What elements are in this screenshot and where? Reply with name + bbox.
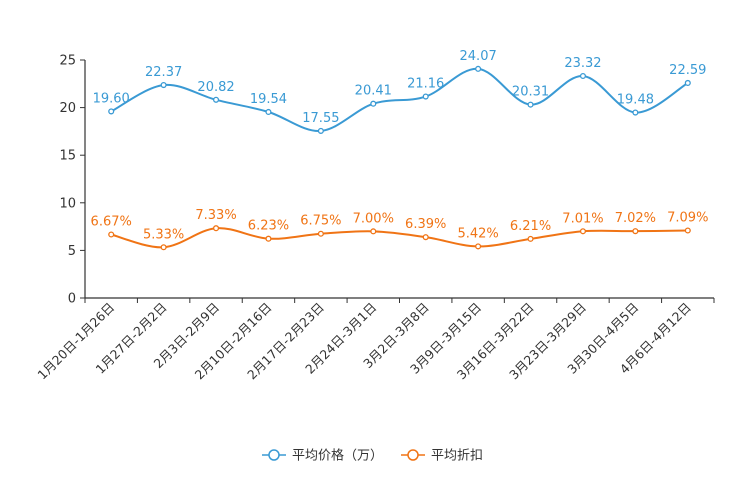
data-point	[160, 81, 167, 89]
data-label: 22.59	[669, 63, 706, 78]
data-label: 19.60	[93, 91, 130, 106]
legend-item-1: 平均折扣	[401, 449, 483, 464]
y-tick-label: 10	[59, 196, 76, 211]
data-point	[527, 101, 534, 108]
series-line	[110, 67, 689, 132]
data-label: 6.21%	[510, 219, 551, 234]
data-label: 23.32	[564, 56, 601, 71]
legend: 平均价格（万） 平均折扣	[262, 448, 483, 464]
data-point	[684, 79, 691, 86]
data-label: 7.02%	[615, 211, 656, 226]
data-point	[370, 228, 377, 235]
data-label: 7.09%	[667, 211, 708, 226]
data-label: 20.82	[197, 80, 234, 95]
data-label: 21.16	[407, 77, 444, 92]
data-label: 24.07	[460, 49, 497, 64]
legend-label: 平均价格（万）	[292, 448, 383, 464]
data-point	[527, 235, 534, 242]
data-point	[422, 93, 429, 100]
data-label: 5.42%	[457, 226, 498, 241]
data-point	[108, 231, 115, 238]
data-point	[475, 65, 482, 72]
data-point	[370, 100, 377, 107]
data-label: 17.55	[302, 111, 339, 126]
data-point	[579, 228, 587, 235]
y-tick-label: 5	[68, 244, 76, 259]
data-label: 19.48	[617, 93, 654, 108]
data-point	[212, 225, 220, 232]
data-point	[317, 127, 324, 134]
data-label: 6.67%	[91, 215, 132, 230]
data-label: 7.00%	[353, 211, 394, 226]
data-label: 6.39%	[405, 217, 446, 232]
series-0: 19.60 22.37 20.82 19.54 17.55 20.41 21.16 24.07…	[93, 49, 706, 134]
legend-marker	[268, 449, 280, 461]
data-label: 7.33%	[195, 208, 236, 223]
y-tick-label: 0	[68, 292, 76, 307]
data-point	[212, 96, 220, 103]
data-point	[108, 108, 115, 115]
data-label: 5.33%	[143, 227, 184, 242]
data-point	[265, 108, 272, 116]
series-layer: 19.60 22.37 20.82 19.54 17.55 20.41 21.16 24.07…	[91, 49, 708, 251]
data-point	[632, 109, 639, 116]
data-label: 20.31	[512, 85, 549, 100]
data-point	[579, 72, 587, 80]
data-label: 6.75%	[300, 214, 341, 229]
data-point	[317, 230, 324, 237]
legend-item-0: 平均价格（万）	[262, 448, 383, 464]
data-point	[265, 235, 272, 242]
data-label: 22.37	[145, 65, 182, 80]
y-tick-label: 25	[59, 54, 76, 69]
y-tick-label: 15	[59, 149, 76, 164]
data-label: 6.23%	[248, 219, 289, 234]
y-tick-label: 20	[59, 101, 76, 116]
data-label: 19.54	[250, 92, 287, 107]
data-point	[422, 234, 429, 241]
legend-label: 平均折扣	[431, 449, 483, 464]
series-line	[110, 227, 688, 249]
series-1: 6.67% 5.33% 7.33% 6.23% 6.75% 7.00% 6.39% 5.42%…	[91, 208, 708, 251]
data-point	[475, 243, 482, 250]
legend-marker	[407, 449, 419, 461]
data-point	[632, 228, 639, 235]
data-point	[160, 244, 167, 251]
data-point	[684, 227, 691, 234]
data-label: 20.41	[355, 84, 392, 99]
data-label: 7.01%	[562, 211, 603, 226]
